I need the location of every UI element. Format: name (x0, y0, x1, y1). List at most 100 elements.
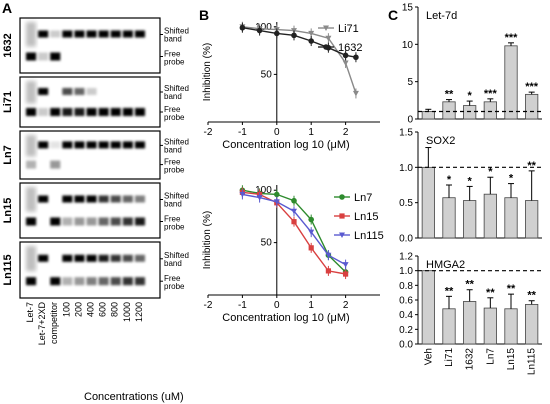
y-tick-label: 0 (407, 115, 413, 126)
free-band (26, 52, 37, 61)
y-tick-label: 100 (255, 22, 272, 33)
free-label: probe (164, 282, 185, 291)
y-tick-label: 50 (261, 69, 273, 80)
shifted-band (86, 141, 97, 149)
shifted-band (134, 254, 145, 262)
shifted-label: band (164, 200, 182, 209)
gel-row-name: Ln15 (2, 198, 14, 224)
shifted-band (98, 30, 109, 38)
data-point (308, 245, 314, 251)
significance-label: *** (505, 32, 519, 44)
significance-label: * (468, 90, 473, 102)
gel-lane-label: 800 (110, 302, 120, 317)
gel-frame (19, 130, 161, 180)
free-band (26, 217, 37, 226)
series-line (242, 27, 357, 58)
free-band (122, 108, 133, 116)
significance-label: ** (507, 283, 516, 295)
shifted-band (122, 30, 133, 38)
y-axis-label: Inhibition (%) (202, 43, 213, 101)
legend-marker (323, 44, 329, 50)
legend-label: Ln7 (354, 192, 372, 204)
free-label: Free (164, 158, 181, 167)
x-tick-label: 1 (308, 300, 314, 311)
data-point (291, 197, 297, 204)
y-tick-label: 0.4 (399, 310, 413, 321)
significance-label: ** (445, 285, 454, 297)
x-tick-label: -2 (204, 127, 213, 138)
significance-label: * (447, 174, 452, 186)
free-label: probe (164, 223, 185, 232)
y-tick-label: 15 (402, 3, 414, 14)
category-label: Ln15 (506, 348, 517, 371)
y-tick-label: 0.0 (399, 234, 413, 245)
bar (525, 93, 539, 120)
gel-frame (19, 182, 161, 239)
y-tick-label: 1.0 (399, 266, 413, 277)
gel-lane-label: 600 (98, 302, 108, 317)
bar-chart: 0.00.51.01.5* *****SOX2 (399, 128, 542, 245)
legend-marker (323, 25, 329, 31)
free-band (50, 277, 61, 286)
bar (504, 45, 518, 120)
shifted-band (50, 141, 61, 149)
smear (26, 81, 37, 104)
bar (483, 193, 497, 239)
data-point (343, 271, 349, 277)
free-label: probe (164, 113, 185, 122)
y-axis-label: Inhibition (%) (202, 211, 213, 269)
y-tick-label: 1.0 (399, 163, 413, 174)
free-band (110, 108, 121, 116)
data-point (308, 30, 315, 37)
gel-lane-label: 200 (73, 302, 83, 317)
shifted-label: Shifted (164, 251, 189, 260)
y-tick-label: 1.2 (399, 252, 413, 263)
y-tick-label: 0.2 (399, 325, 413, 336)
shifted-band (74, 30, 85, 38)
data-point (291, 219, 297, 225)
bar (442, 197, 456, 239)
free-label: probe (164, 166, 185, 175)
significance-label: ** (527, 160, 536, 172)
data-point (308, 216, 315, 223)
y-tick-label: 0.8 (399, 281, 413, 292)
free-band (122, 217, 133, 226)
x-tick-label: 0 (274, 127, 280, 138)
panel-label-c: C (388, 7, 398, 23)
data-point (325, 268, 331, 274)
legend-label: Ln15 (354, 211, 378, 223)
chart-title: Let-7d (426, 10, 457, 22)
shifted-band (122, 254, 133, 262)
legend-marker (339, 194, 345, 200)
data-point (325, 252, 332, 259)
free-band (134, 277, 145, 286)
free-band (50, 217, 61, 226)
data-point (256, 27, 263, 34)
panel-label-b: B (199, 7, 209, 23)
shifted-label: Shifted (164, 192, 189, 201)
shifted-band (134, 30, 145, 38)
gel-lane-label: 1200 (134, 302, 144, 322)
shifted-band (110, 141, 121, 149)
gel-lane-label: Let-7+2XD (37, 302, 47, 346)
data-point (239, 24, 246, 31)
shifted-band (122, 195, 133, 203)
shifted-label: Shifted (164, 27, 189, 36)
series: 1632 (239, 22, 362, 63)
shifted-band (38, 88, 49, 95)
chart-title: HMGA2 (426, 259, 465, 271)
shifted-band (38, 254, 49, 262)
data-point (325, 35, 332, 42)
x-tick-label: 2 (343, 127, 349, 138)
series: Li71 (239, 21, 359, 99)
bar (421, 270, 435, 345)
dose-response-bottom: -2 -1 0 1 2 50 100 Concentration log 10 (μM) Inh… (202, 185, 384, 324)
free-band (98, 108, 109, 116)
free-band (38, 52, 49, 61)
data-point (308, 229, 315, 236)
free-band (26, 160, 37, 169)
shifted-band (134, 141, 145, 149)
x-tick-label: 2 (343, 300, 349, 311)
bar (525, 200, 539, 239)
